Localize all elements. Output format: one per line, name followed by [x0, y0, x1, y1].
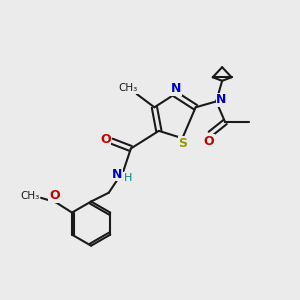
Text: N: N — [216, 93, 227, 106]
Text: O: O — [100, 133, 111, 146]
Text: O: O — [49, 189, 60, 202]
Text: O: O — [204, 135, 214, 148]
Text: N: N — [170, 82, 181, 95]
Text: H: H — [124, 173, 132, 183]
Text: CH₃: CH₃ — [20, 191, 40, 201]
Text: CH₃: CH₃ — [118, 83, 137, 93]
Text: N: N — [112, 168, 122, 181]
Text: S: S — [178, 137, 188, 150]
